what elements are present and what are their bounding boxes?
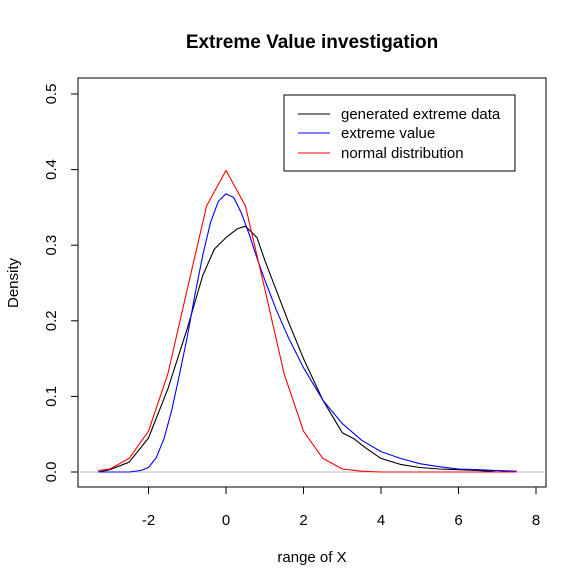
legend: generated extreme data extreme value nor…	[283, 94, 516, 172]
y-axis-label: Density	[5, 257, 22, 308]
series-extreme-value	[98, 193, 517, 473]
x-axis-label: range of X	[277, 549, 346, 566]
legend-label-extreme: extreme value	[341, 125, 435, 142]
x-tick-label: 2	[299, 512, 307, 529]
series-layer	[97, 169, 517, 473]
y-tick-label: 0.0	[43, 462, 60, 483]
series-normal-distribution	[98, 169, 517, 473]
y-axis: 0.0 0.1 0.2 0.3 0.4 0.5	[43, 84, 79, 483]
x-axis: -2 0 2 4 6 8	[142, 486, 540, 529]
x-tick-label: 6	[454, 512, 462, 529]
series-generated-extreme-data	[97, 225, 517, 473]
y-tick-label: 0.2	[43, 310, 60, 331]
x-tick-label: 4	[377, 512, 385, 529]
x-tick-label: 8	[532, 512, 540, 529]
y-tick-label: 0.3	[43, 235, 60, 256]
legend-label-generated: generated extreme data	[341, 106, 501, 123]
legend-label-normal: normal distribution	[341, 145, 464, 162]
y-tick-label: 0.5	[43, 84, 60, 105]
y-tick-label: 0.1	[43, 386, 60, 407]
chart-title: Extreme Value investigation	[186, 32, 438, 53]
y-tick-label: 0.4	[43, 159, 60, 180]
x-tick-label: 0	[222, 512, 230, 529]
x-tick-label: -2	[142, 512, 155, 529]
